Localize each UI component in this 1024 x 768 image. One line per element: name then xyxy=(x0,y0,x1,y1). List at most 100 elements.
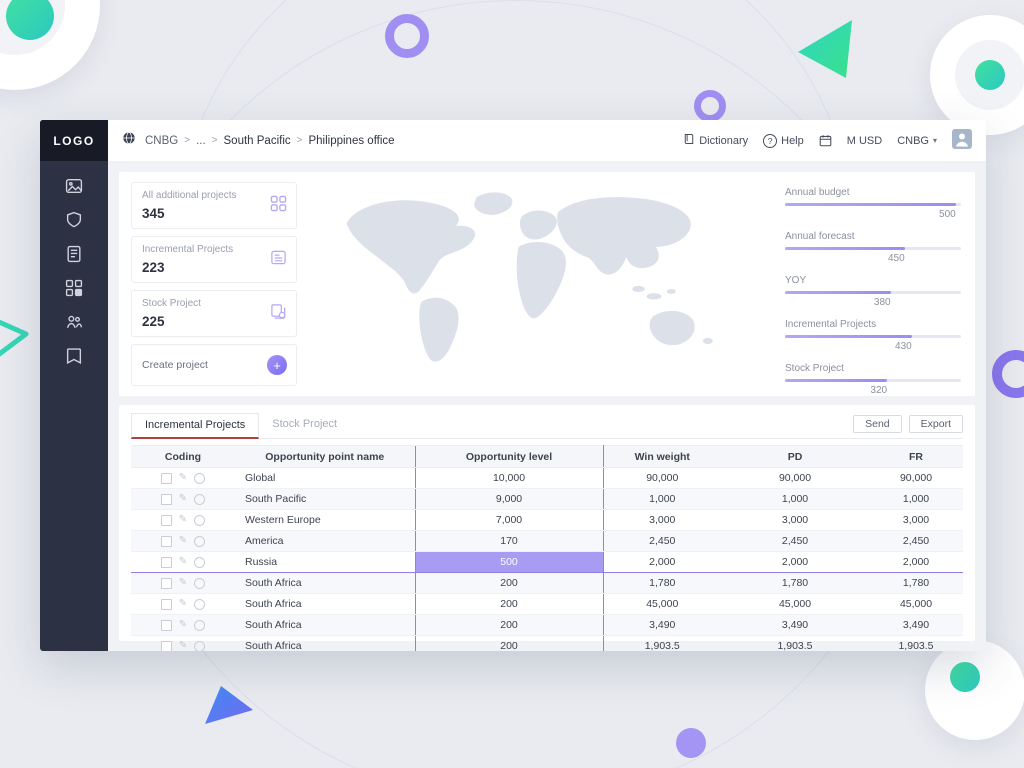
globe-icon[interactable] xyxy=(122,131,136,150)
opportunity-level-cell[interactable]: 10,000 xyxy=(414,467,604,489)
more-icon[interactable] xyxy=(194,619,206,631)
org-selector[interactable]: CNBG ▾ xyxy=(897,134,937,147)
edit-icon[interactable] xyxy=(179,515,187,525)
row-checkbox[interactable] xyxy=(160,514,172,526)
calendar-icon[interactable] xyxy=(819,134,832,147)
create-project-button[interactable]: Create project + xyxy=(131,344,297,386)
edit-icon[interactable] xyxy=(179,557,187,567)
row-checkbox[interactable] xyxy=(160,619,172,631)
bookmark-icon[interactable] xyxy=(65,347,83,365)
win-weight-cell: 2,450 xyxy=(603,530,721,552)
edit-icon[interactable] xyxy=(179,578,187,588)
col-opportunity-name: Opportunity point name xyxy=(235,445,415,468)
decor-green-circle xyxy=(975,60,1005,90)
pd-cell: 1,000 xyxy=(721,488,869,510)
breadcrumb-ellipsis[interactable]: ... xyxy=(196,134,206,147)
decor-corner-circle xyxy=(925,640,1024,740)
row-checkbox[interactable] xyxy=(160,472,172,484)
more-icon[interactable] xyxy=(194,577,206,589)
table-row[interactable]: South Africa 200 45,000 45,000 45,000 xyxy=(131,593,963,615)
help-menu[interactable]: ? Help xyxy=(763,133,804,148)
picture-icon[interactable] xyxy=(65,177,83,195)
export-button[interactable]: Export xyxy=(908,415,963,433)
overview-panel: All additional projects 345 Incremental … xyxy=(119,172,975,396)
opportunity-name: South Africa xyxy=(235,593,415,615)
row-checkbox[interactable] xyxy=(160,598,172,610)
send-button[interactable]: Send xyxy=(853,415,902,433)
currency-selector[interactable]: M USD xyxy=(846,134,883,147)
row-checkbox[interactable] xyxy=(160,535,172,547)
opportunity-level-cell[interactable]: 7,000 xyxy=(414,509,604,531)
dictionary-menu[interactable]: Dictionary xyxy=(683,133,748,148)
edit-icon[interactable] xyxy=(179,641,187,651)
opportunity-name: America xyxy=(235,530,415,552)
table-row[interactable]: South Africa 200 3,490 3,490 3,490 xyxy=(131,614,963,636)
row-checkbox[interactable] xyxy=(160,640,172,651)
tab-stock-project[interactable]: Stock Project xyxy=(272,418,338,430)
shield-icon[interactable] xyxy=(65,211,83,229)
fr-cell: 45,000 xyxy=(869,593,963,615)
row-checkbox[interactable] xyxy=(160,577,172,589)
more-icon[interactable] xyxy=(194,493,206,505)
table-row[interactable]: South Africa 200 1,903.5 1,903.5 1,903.5 xyxy=(131,635,963,651)
fr-cell: 1,780 xyxy=(869,572,963,594)
tab-incremental-projects[interactable]: Incremental Projects xyxy=(131,413,260,439)
breadcrumb-current: Philippines office xyxy=(308,134,395,147)
content: All additional projects 345 Incremental … xyxy=(108,162,986,651)
edit-icon[interactable] xyxy=(179,494,187,504)
more-icon[interactable] xyxy=(194,640,206,651)
decor-green-circle xyxy=(6,0,54,40)
table-row-selected[interactable]: Russia 500 2,000 2,000 2,000 xyxy=(131,551,963,573)
row-checkbox[interactable] xyxy=(160,493,172,505)
projects-table: Coding Opportunity point name Opportunit… xyxy=(131,445,963,651)
opportunity-level-cell[interactable]: 200 xyxy=(414,635,604,651)
fr-cell: 3,000 xyxy=(869,509,963,531)
opportunity-level-cell-selected[interactable]: 500 xyxy=(414,551,604,573)
decor-green-circle xyxy=(950,662,980,692)
opportunity-level-cell[interactable]: 200 xyxy=(414,572,604,594)
more-icon[interactable] xyxy=(194,598,206,610)
opportunity-level-cell[interactable]: 170 xyxy=(414,530,604,552)
edit-icon[interactable] xyxy=(179,599,187,609)
col-fr: FR xyxy=(869,445,963,468)
edit-icon[interactable] xyxy=(179,536,187,546)
win-weight-cell: 1,780 xyxy=(603,572,721,594)
progress-annual-forecast: Annual forecast 450 xyxy=(785,231,961,264)
win-weight-cell: 45,000 xyxy=(603,593,721,615)
edit-icon[interactable] xyxy=(179,620,187,630)
team-icon[interactable] xyxy=(65,313,83,331)
more-icon[interactable] xyxy=(194,535,206,547)
edit-icon[interactable] xyxy=(179,473,187,483)
breadcrumb-root[interactable]: CNBG xyxy=(145,134,179,147)
table-row[interactable]: South Pacific 9,000 1,000 1,000 1,000 xyxy=(131,488,963,510)
breadcrumb-parent[interactable]: South Pacific xyxy=(223,134,291,147)
plus-icon[interactable]: + xyxy=(267,355,287,375)
table-row[interactable]: Global 10,000 90,000 90,000 90,000 xyxy=(131,467,963,489)
progress-track xyxy=(785,291,961,294)
opportunity-level-cell[interactable]: 9,000 xyxy=(414,488,604,510)
avatar[interactable] xyxy=(952,129,972,152)
copy-icon xyxy=(270,303,287,325)
pd-cell: 3,000 xyxy=(721,509,869,531)
more-icon[interactable] xyxy=(194,556,206,568)
table-row[interactable]: America 170 2,450 2,450 2,450 xyxy=(131,530,963,552)
opportunity-name: South Africa xyxy=(235,572,415,594)
report-icon[interactable] xyxy=(65,245,83,263)
col-pd: PD xyxy=(721,445,869,468)
more-icon[interactable] xyxy=(194,472,206,484)
row-checkbox[interactable] xyxy=(160,556,172,568)
win-weight-cell: 3,000 xyxy=(603,509,721,531)
table-row[interactable]: South Africa 200 1,780 1,780 1,780 xyxy=(131,572,963,594)
table-row[interactable]: Western Europe 7,000 3,000 3,000 3,000 xyxy=(131,509,963,531)
opportunity-name: Western Europe xyxy=(235,509,415,531)
chevron-down-icon: ▾ xyxy=(932,136,937,145)
kpi-progress-list: Annual budget 500 Annual forecast 450 YO… xyxy=(781,182,963,396)
opportunity-level-cell[interactable]: 200 xyxy=(414,614,604,636)
more-icon[interactable] xyxy=(194,514,206,526)
decor-purple-ring xyxy=(385,14,429,58)
progress-yoy: YOY 380 xyxy=(785,275,961,308)
fr-cell: 1,903.5 xyxy=(869,635,963,651)
opportunity-level-cell[interactable]: 200 xyxy=(414,593,604,615)
apps-icon[interactable] xyxy=(65,279,83,297)
opportunity-name: South Africa xyxy=(235,614,415,636)
